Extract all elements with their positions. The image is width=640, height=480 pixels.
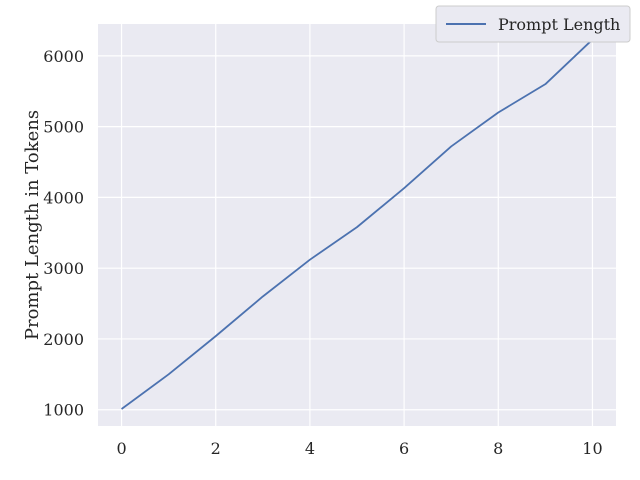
series-layer	[121, 38, 594, 410]
series-line	[121, 38, 594, 410]
x-tick-label: 10	[582, 439, 602, 458]
legend: Prompt Length	[435, 5, 631, 43]
y-tick-label: 1000	[43, 401, 84, 420]
y-tick-label: 4000	[43, 188, 84, 207]
grid-lines	[98, 24, 616, 426]
legend-box	[435, 5, 631, 43]
x-tick-labels: 0 2 4 6 8 10	[116, 439, 602, 458]
y-axis-label: Prompt Length in Tokens	[22, 110, 43, 340]
x-tick-label: 6	[399, 439, 409, 458]
plot-area	[98, 24, 616, 426]
x-tick-label: 0	[116, 439, 126, 458]
x-tick-label: 4	[305, 439, 315, 458]
x-tick-label: 2	[211, 439, 221, 458]
y-tick-label: 3000	[43, 259, 84, 278]
y-tick-label: 2000	[43, 330, 84, 349]
y-tick-label: 6000	[43, 47, 84, 66]
legend-label: Prompt Length	[498, 15, 620, 34]
y-tick-labels: 1000 2000 3000 4000 5000 6000	[43, 47, 84, 420]
y-tick-label: 5000	[43, 118, 84, 137]
x-tick-label: 8	[493, 439, 503, 458]
